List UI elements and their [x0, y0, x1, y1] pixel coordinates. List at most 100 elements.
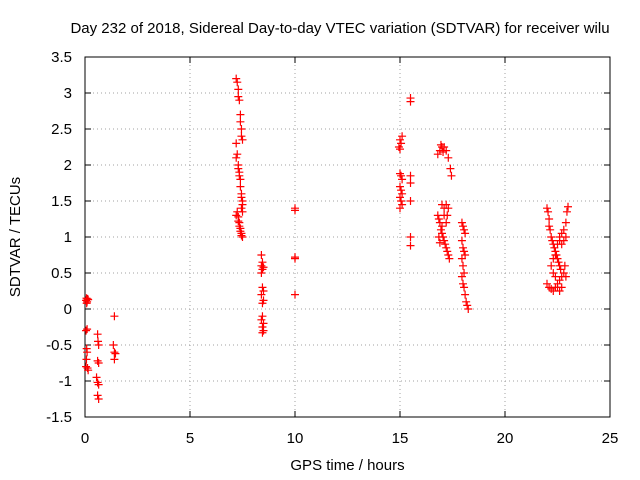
data-point [462, 297, 471, 306]
data-point [406, 233, 415, 241]
data-point [237, 132, 246, 141]
data-point [457, 236, 466, 245]
data-point [237, 193, 246, 202]
data-point [457, 218, 466, 227]
x-axis-label: GPS time / hours [290, 457, 404, 474]
data-point [461, 290, 470, 299]
data-point [92, 373, 101, 382]
data-point [562, 207, 571, 216]
data-point [546, 225, 555, 234]
data-point [436, 140, 445, 149]
data-point [235, 222, 244, 231]
chart-title: Day 232 of 2018, Sidereal Day-to-day VTE… [70, 20, 609, 37]
data-point [236, 182, 245, 191]
data-point [94, 337, 103, 346]
data-point [94, 341, 103, 349]
data-point [232, 139, 241, 148]
x-tick-label: 10 [287, 430, 304, 447]
data-point [257, 261, 266, 270]
data-point [233, 207, 242, 216]
data-point [84, 366, 93, 375]
data-point [561, 218, 570, 227]
data-point [460, 269, 469, 277]
data-point [398, 175, 407, 184]
y-tick-label: -1 [59, 373, 72, 390]
y-tick-label: 0 [64, 301, 72, 318]
data-point [396, 204, 404, 213]
axis-ticks [84, 56, 611, 418]
y-tick-labels: -1.5 -1 -0.5 0 0.5 1 1.5 2 2.5 3 3.5 [46, 49, 72, 426]
data-point [463, 301, 472, 310]
data-point [110, 355, 119, 364]
data-point [237, 231, 246, 240]
data-point [464, 305, 473, 313]
data-point [557, 229, 566, 238]
data-point [547, 233, 556, 241]
data-point [442, 200, 451, 209]
data-point [110, 348, 119, 357]
data-point [94, 359, 103, 367]
data-point [441, 240, 450, 249]
gridlines [85, 57, 610, 417]
data-point [291, 254, 299, 263]
data-point [94, 395, 103, 403]
data-point [443, 247, 452, 256]
data-point [236, 110, 245, 119]
data-point [111, 349, 120, 358]
data-point [235, 171, 244, 180]
data-point [258, 299, 267, 308]
plot-frame [84, 56, 611, 418]
data-point [84, 295, 93, 304]
data-point [459, 279, 467, 288]
data-point [545, 215, 554, 223]
data-point [238, 135, 247, 144]
data-point [440, 211, 449, 220]
data-point [232, 153, 241, 162]
data-point [83, 294, 92, 303]
data-point [545, 222, 554, 231]
y-axis-label: SDTVAR / TECUs [7, 177, 24, 297]
y-tick-label: 2 [64, 157, 72, 174]
data-point [543, 204, 551, 213]
data-point [406, 197, 415, 205]
data-point [544, 207, 553, 216]
data-point [234, 217, 243, 226]
data-point [555, 276, 564, 285]
y-tick-label: 3.5 [51, 49, 72, 66]
x-tick-labels: 0 5 10 15 20 25 [81, 430, 619, 447]
data-point [234, 164, 243, 173]
data-point [551, 251, 560, 259]
data-point [232, 74, 241, 83]
data-point [564, 202, 572, 211]
data-point [460, 247, 469, 256]
data-point [549, 269, 558, 277]
data-point [259, 287, 268, 295]
data-point [93, 378, 102, 387]
data-point [555, 287, 564, 295]
data-point [396, 135, 404, 144]
data-point [435, 238, 444, 247]
y-tick-label: -1.5 [46, 409, 72, 426]
data-point [258, 328, 267, 337]
data-point [83, 325, 92, 334]
x-tick-label: 25 [602, 430, 619, 447]
data-point [257, 290, 266, 299]
data-point [447, 171, 456, 180]
data-point [406, 97, 415, 106]
data-point [438, 222, 446, 231]
data-point [547, 261, 556, 270]
data-point [398, 189, 407, 198]
data-point [459, 261, 467, 270]
data-point [459, 222, 467, 231]
data-point [436, 225, 445, 234]
data-point [236, 117, 245, 126]
data-point [232, 211, 241, 220]
data-point [557, 240, 566, 249]
data-point [397, 171, 406, 180]
data-point [461, 229, 470, 238]
data-point [554, 258, 563, 267]
data-point [560, 261, 569, 270]
data-point [258, 258, 267, 267]
data-point [234, 92, 243, 101]
data-point [444, 204, 453, 213]
